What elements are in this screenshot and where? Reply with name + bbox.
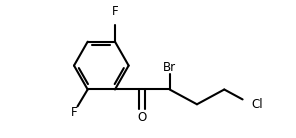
Text: Br: Br <box>163 61 176 74</box>
Text: F: F <box>112 5 118 18</box>
Text: O: O <box>138 112 147 124</box>
Text: Cl: Cl <box>252 98 263 111</box>
Text: F: F <box>71 106 77 119</box>
